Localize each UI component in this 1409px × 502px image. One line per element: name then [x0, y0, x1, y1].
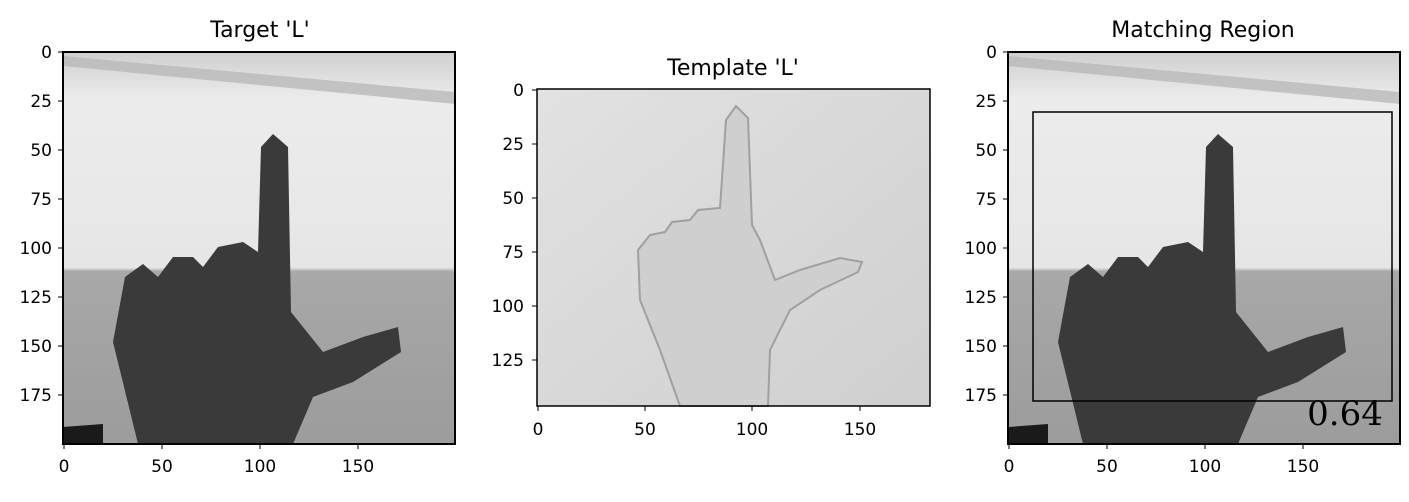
- y-tick-label: 25: [30, 92, 52, 112]
- y-tick-label: 75: [30, 190, 52, 210]
- y-tick-label: 150: [20, 337, 52, 357]
- y-tick-label: 50: [30, 141, 52, 161]
- x-axis: 0 50 100 150: [533, 406, 876, 440]
- x-tick-label: 100: [736, 420, 768, 440]
- x-tick-label: 50: [1096, 457, 1118, 477]
- x-tick-label: 150: [342, 457, 374, 477]
- panel-title: Target 'L': [209, 18, 309, 43]
- x-tick-label: 0: [59, 457, 70, 477]
- y-tick-label: 175: [965, 386, 997, 406]
- panel-target: Target 'L' 0 25 50 75 100 125 150 175 0 …: [20, 18, 456, 477]
- y-tick-label: 150: [965, 337, 997, 357]
- y-tick-label: 0: [986, 43, 997, 63]
- image-matching-region: 0.64: [1007, 51, 1401, 445]
- y-axis: 0 25 50 75 100 125 150 175: [20, 43, 63, 406]
- x-axis: 0 50 100 150: [1004, 444, 1319, 477]
- y-tick-label: 175: [20, 386, 52, 406]
- x-tick-label: 50: [634, 420, 656, 440]
- image-template: [536, 88, 931, 407]
- x-tick-label: 0: [1004, 457, 1015, 477]
- y-tick-label: 25: [502, 135, 524, 155]
- y-tick-label: 50: [502, 189, 524, 209]
- y-tick-label: 125: [965, 288, 997, 308]
- y-tick-label: 0: [41, 43, 52, 63]
- y-tick-label: 25: [975, 92, 997, 112]
- panel-title: Template 'L': [666, 56, 799, 81]
- y-tick-label: 0: [513, 81, 524, 101]
- x-tick-label: 150: [1287, 457, 1319, 477]
- x-axis: 0 50 100 150: [59, 444, 374, 477]
- x-tick-label: 100: [244, 457, 276, 477]
- image-target: [62, 51, 456, 445]
- y-axis: 0 25 50 75 100 125 150 175: [965, 43, 1008, 406]
- x-tick-label: 150: [844, 420, 876, 440]
- y-tick-label: 50: [975, 141, 997, 161]
- panel-template: Template 'L' 0 25 50 75 100 125 0 50 100…: [492, 56, 931, 440]
- match-bounding-box: [1032, 111, 1393, 402]
- y-tick-label: 100: [492, 297, 524, 317]
- panel-title: Matching Region: [1111, 18, 1294, 43]
- y-axis: 0 25 50 75 100 125: [492, 81, 537, 371]
- y-tick-label: 100: [965, 239, 997, 259]
- y-tick-label: 75: [502, 243, 524, 263]
- x-tick-label: 0: [533, 420, 544, 440]
- y-tick-label: 75: [975, 190, 997, 210]
- match-score-label: 0.64: [1307, 394, 1383, 434]
- x-tick-label: 50: [151, 457, 173, 477]
- y-tick-label: 100: [20, 239, 52, 259]
- x-tick-label: 100: [1189, 457, 1221, 477]
- y-tick-label: 125: [20, 288, 52, 308]
- panel-matching-region: Matching Region 0.64 0 25 50 75 100 125 …: [965, 18, 1401, 477]
- y-tick-label: 125: [492, 351, 524, 371]
